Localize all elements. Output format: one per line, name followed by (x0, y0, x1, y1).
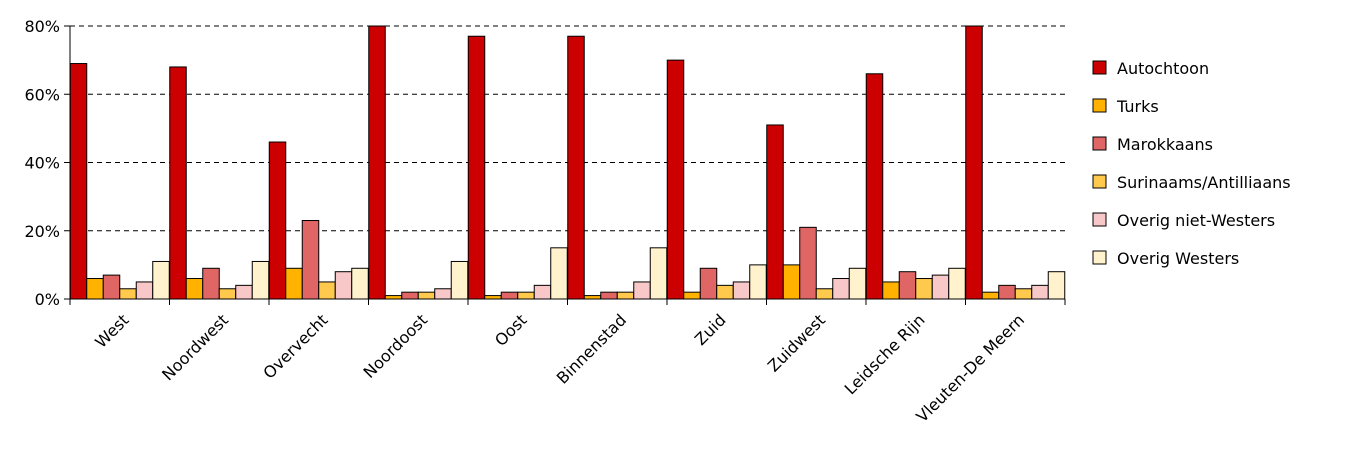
legend-swatch (1092, 174, 1107, 189)
bar (218, 288, 237, 300)
legend-label: Autochtoon (1117, 59, 1209, 78)
x-tick-label: West (91, 310, 132, 351)
bar (749, 264, 767, 300)
bar (202, 267, 220, 300)
bar (832, 278, 850, 300)
bar (102, 274, 121, 300)
bar (467, 35, 486, 300)
bar (865, 73, 884, 300)
y-tick-label: 0% (35, 290, 60, 309)
y-tick-label: 40% (24, 154, 60, 173)
bar (334, 271, 353, 300)
bar (533, 284, 552, 300)
y-tick-label: 80% (24, 17, 60, 36)
bar (683, 291, 701, 300)
legend-swatch (1092, 98, 1107, 113)
bar (981, 291, 1000, 300)
bar (301, 220, 320, 300)
bar (815, 288, 834, 300)
bar (948, 267, 966, 300)
bar (799, 226, 817, 300)
bar (633, 281, 651, 300)
legend-label: Overig Westers (1117, 249, 1239, 268)
bar (384, 295, 403, 300)
bar (484, 295, 502, 300)
bar (401, 291, 419, 300)
bar (716, 284, 734, 300)
bar (649, 247, 668, 300)
legend-label: Marokkaans (1117, 135, 1213, 154)
bar (135, 281, 154, 300)
bar (251, 260, 270, 300)
x-tick-label: Zuid (691, 310, 730, 349)
bar (268, 141, 287, 300)
bar (235, 284, 253, 300)
bar (782, 264, 801, 300)
bar (417, 291, 436, 300)
bar (732, 281, 751, 300)
bar (931, 274, 950, 300)
bar (318, 281, 336, 300)
bar (368, 25, 386, 300)
bar (500, 291, 519, 300)
bar (1031, 284, 1049, 300)
bar (666, 59, 685, 300)
bar (616, 291, 635, 300)
bar (86, 278, 104, 300)
legend-swatch (1092, 212, 1107, 227)
bar (882, 281, 900, 300)
legend-label: Overig niet-Westers (1117, 211, 1275, 230)
bar (119, 288, 137, 300)
axes (64, 25, 1066, 305)
bar (583, 295, 602, 300)
y-tick-label: 60% (24, 85, 60, 104)
bar (898, 271, 917, 300)
bar (848, 267, 867, 300)
bar (699, 267, 718, 300)
bar (550, 247, 568, 300)
legend-swatch (1092, 60, 1107, 75)
bar (169, 66, 187, 300)
bar (517, 291, 535, 300)
x-tick-label: Oost (491, 310, 531, 350)
x-tick-label: Zuidwest (764, 310, 829, 375)
legend-swatch (1092, 250, 1107, 265)
bar (600, 291, 618, 300)
legend-label: Turks (1116, 97, 1159, 116)
bar (351, 267, 369, 300)
x-tick-label: Overvecht (259, 310, 331, 382)
x-tick-label: Vleuten-De Meern (912, 310, 1028, 426)
x-tick-labels: West Noordwest Overvecht Noordoost Oost Binne… (91, 310, 1028, 426)
bar (766, 124, 784, 300)
y-tick-labels: 0% 20% 40% 60% 80% (24, 17, 60, 309)
bars (69, 25, 1066, 300)
legend-label: Surinaams/Antilliaans (1117, 173, 1291, 192)
bar (434, 288, 452, 300)
legend-swatch (1092, 136, 1107, 151)
x-tick-label: Noordwest (158, 310, 232, 384)
bar (450, 260, 469, 300)
legend: Autochtoon Turks Marokkaans Surinaams/Antil… (1092, 59, 1291, 268)
y-tick-label: 20% (24, 222, 60, 241)
x-tick-label: Leidsche Rijn (841, 310, 929, 398)
bar (69, 63, 88, 300)
bar (998, 284, 1016, 300)
bar (567, 35, 585, 300)
bar (152, 260, 170, 300)
x-tick-label: Noordoost (360, 310, 432, 382)
bar (1047, 271, 1066, 300)
bar (915, 278, 933, 300)
x-tick-label: Binnenstad (553, 310, 630, 387)
bar (185, 278, 204, 300)
bar (1014, 288, 1033, 300)
bar (965, 25, 983, 300)
bar (285, 267, 303, 300)
